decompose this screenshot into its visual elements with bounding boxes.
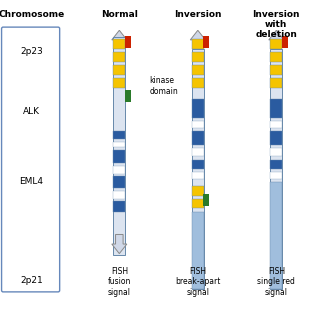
Bar [192, 52, 204, 62]
Bar [192, 131, 204, 145]
Bar [113, 150, 125, 163]
Text: Inversion: Inversion [174, 10, 222, 19]
Bar [113, 37, 125, 255]
Text: 2p21: 2p21 [20, 276, 43, 285]
Bar [270, 148, 282, 156]
Bar [125, 36, 131, 48]
Text: kinase
domain: kinase domain [149, 77, 178, 96]
Text: FISH
break-apart
signal: FISH break-apart signal [175, 267, 220, 297]
Bar [270, 49, 282, 289]
Polygon shape [112, 30, 127, 49]
Bar [113, 191, 125, 199]
Bar [270, 131, 282, 145]
Bar [113, 78, 125, 88]
Bar [270, 39, 282, 49]
Bar [270, 182, 282, 289]
Text: EML4: EML4 [19, 177, 43, 186]
Bar [192, 160, 204, 169]
Bar [282, 36, 288, 48]
Text: FISH
fusion
signal: FISH fusion signal [108, 267, 131, 297]
Bar [113, 52, 125, 62]
Bar [192, 148, 204, 156]
Text: Chromosome: Chromosome [0, 10, 64, 19]
Bar [203, 36, 209, 48]
Bar [192, 212, 204, 289]
Bar [192, 65, 204, 75]
Polygon shape [112, 234, 127, 254]
Bar [192, 78, 204, 88]
Text: Normal: Normal [101, 10, 138, 19]
Bar [203, 194, 209, 206]
Bar [270, 172, 282, 179]
Text: ALK: ALK [23, 107, 40, 116]
Bar [270, 52, 282, 62]
Bar [192, 49, 204, 289]
Bar [125, 90, 131, 102]
Bar [113, 131, 125, 139]
Bar [192, 172, 204, 179]
FancyBboxPatch shape [2, 27, 60, 292]
Bar [270, 65, 282, 75]
Bar [270, 78, 282, 88]
Bar [192, 39, 204, 49]
Polygon shape [269, 30, 284, 49]
Bar [113, 176, 125, 188]
Text: Inversion
with
deletion: Inversion with deletion [252, 10, 300, 39]
Polygon shape [190, 30, 205, 49]
Bar [270, 99, 282, 118]
Bar [192, 99, 204, 118]
Bar [192, 121, 204, 128]
Text: 2p23: 2p23 [20, 47, 43, 56]
Bar [113, 201, 125, 212]
Bar [192, 199, 204, 208]
Bar [270, 121, 282, 128]
Bar [113, 65, 125, 75]
Bar [113, 39, 125, 49]
Bar [113, 166, 125, 174]
Text: FISH
single red
signal: FISH single red signal [257, 267, 295, 297]
Bar [113, 142, 125, 147]
Bar [192, 186, 204, 196]
Bar [270, 160, 282, 169]
